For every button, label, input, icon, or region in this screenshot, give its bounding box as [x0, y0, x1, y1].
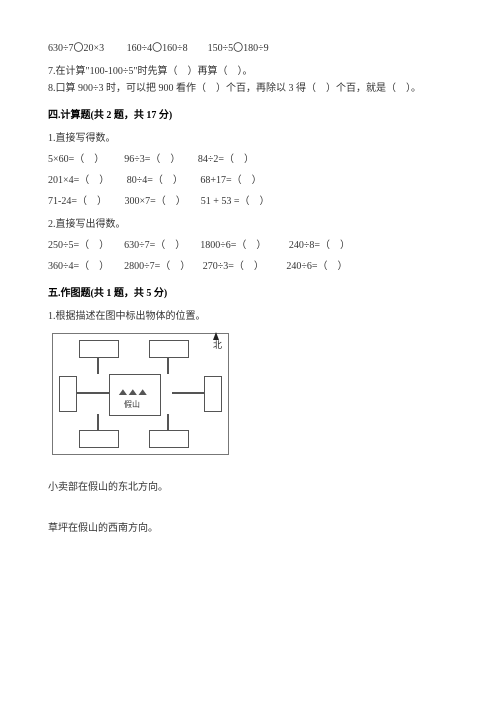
section-4-heading: 四.计算题(共 2 题，共 17 分) [48, 107, 452, 124]
calc1-title: 1.直接写得数。 [48, 130, 452, 147]
box-center: ▲▲▲ 假山 [109, 374, 161, 416]
page: 630÷7〇20×3 160÷4〇160÷8 150÷5〇180÷9 7.在计算… [0, 0, 500, 707]
calc1-row2: 201×4=（ ） 80÷4=（ ） 68+17=（ ） [48, 172, 452, 189]
draw1-title: 1.根据描述在图中标出物体的位置。 [48, 308, 452, 325]
box-top-right [149, 340, 189, 358]
road-v-bl [97, 414, 99, 430]
north-label: 北 [213, 338, 222, 353]
box-right [204, 376, 222, 412]
road-v-tr [167, 358, 169, 374]
question-7: 7.在计算"100-100÷5"时先算（ ）再算（ ）。 [48, 63, 452, 80]
road-h-right [172, 392, 204, 394]
calc2-row1: 250÷5=（ ） 630÷7=（ ） 1800÷6=（ ） 240÷8=（ ） [48, 237, 452, 254]
road-v-br [167, 414, 169, 430]
location-1: 小卖部在假山的东北方向。 [48, 479, 452, 496]
center-label: 假山 [124, 398, 140, 412]
section-5-heading: 五.作图题(共 1 题，共 5 分) [48, 285, 452, 302]
compass-arrow-icon [213, 332, 219, 340]
box-bottom-right [149, 430, 189, 448]
question-8: 8.口算 900÷3 时，可以把 900 看作（ ）个百，再除以 3 得（ ）个… [48, 80, 452, 97]
calc2-row2: 360÷4=（ ） 2800÷7=（ ） 270÷3=（ ） 240÷6=（ ） [48, 258, 452, 275]
calc2-title: 2.直接写出得数。 [48, 216, 452, 233]
box-left [59, 376, 77, 412]
calc1-row3: 71-24=（ ） 300×7=（ ） 51 + 53 =（ ） [48, 193, 452, 210]
compare-line: 630÷7〇20×3 160÷4〇160÷8 150÷5〇180÷9 [48, 40, 452, 57]
diagram-frame: 北 ▲▲▲ 假山 [52, 333, 229, 455]
location-2: 草坪在假山的西南方向。 [48, 520, 452, 537]
box-bottom-left [79, 430, 119, 448]
calc1-row1: 5×60=（ ） 96÷3=（ ） 84÷2=（ ） [48, 151, 452, 168]
road-v-tl [97, 358, 99, 374]
box-top-left [79, 340, 119, 358]
road-h-left [77, 392, 109, 394]
